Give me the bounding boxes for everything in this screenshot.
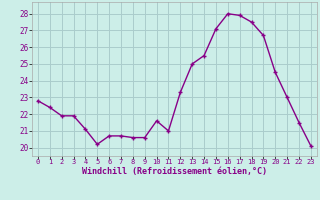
X-axis label: Windchill (Refroidissement éolien,°C): Windchill (Refroidissement éolien,°C) bbox=[82, 167, 267, 176]
